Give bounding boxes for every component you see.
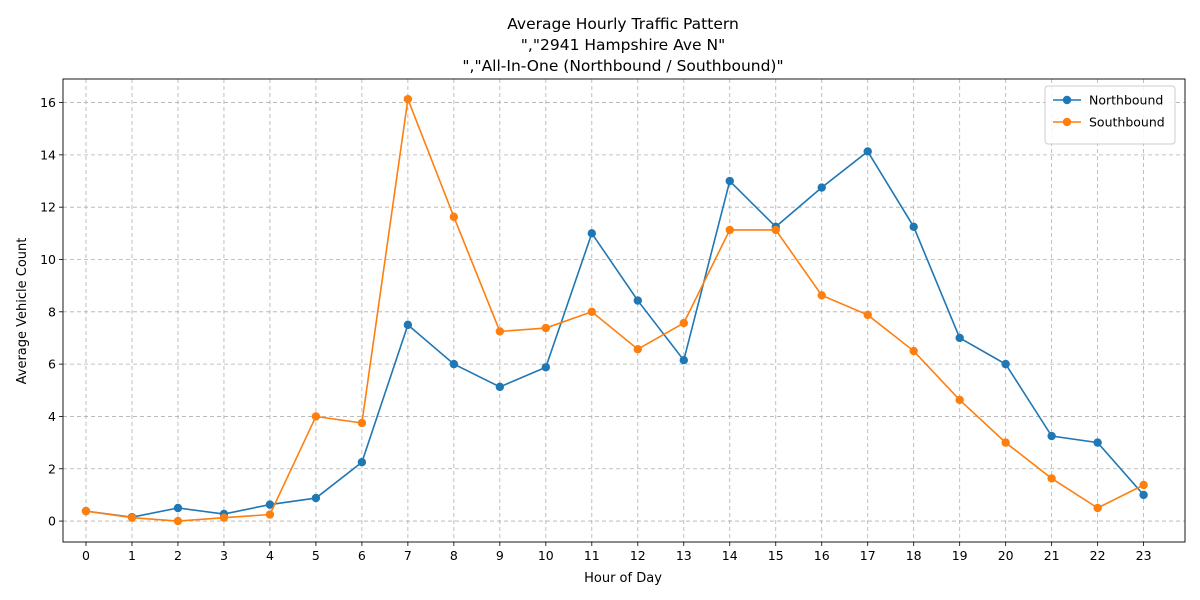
legend-marker-southbound (1062, 117, 1072, 127)
northbound-point (265, 500, 275, 509)
y-tick-label: 6 (48, 357, 56, 372)
chart-title-line-2: ","2941 Hampshire Ave N" (521, 36, 725, 54)
northbound-point (955, 333, 964, 343)
y-tick-label: 4 (48, 409, 56, 424)
southbound-point (495, 327, 505, 336)
x-tick-label: 22 (1090, 548, 1106, 563)
y-tick-label: 14 (40, 147, 56, 162)
southbound-point (127, 513, 137, 522)
southbound-point (403, 94, 413, 104)
northbound-point (587, 229, 597, 238)
x-tick-label: 21 (1044, 548, 1060, 563)
legend-label-southbound: Southbound (1089, 115, 1165, 130)
y-tick-label: 10 (40, 252, 56, 267)
x-tick-label: 2 (174, 548, 182, 563)
southbound-point (541, 323, 551, 333)
x-tick-label: 4 (266, 548, 274, 563)
x-tick-label: 0 (82, 548, 90, 563)
northbound-point (1093, 438, 1102, 447)
southbound-point (1047, 474, 1056, 483)
southbound-line (85, 96, 1144, 522)
southbound-point (173, 516, 183, 526)
southbound-point (771, 225, 780, 235)
x-tick-label: 12 (630, 548, 646, 563)
y-tick-label: 2 (48, 461, 56, 476)
northbound-point (725, 176, 734, 186)
x-tick-label: 20 (998, 548, 1014, 563)
northbound-point (403, 320, 413, 330)
chart-title: Average Hourly Traffic Pattern ","2941 H… (462, 15, 783, 75)
y-tick-label: 12 (40, 200, 56, 215)
southbound-point (81, 506, 91, 516)
y-axis-label: Average Vehicle Count (15, 238, 30, 385)
southbound-point (449, 212, 459, 222)
series-lines (81, 94, 1148, 526)
southbound-point (1139, 480, 1148, 490)
northbound-point (1139, 490, 1148, 500)
northbound-point (311, 493, 321, 503)
southbound-point (955, 395, 964, 405)
x-tick-label: 13 (676, 548, 692, 563)
northbound-point (173, 503, 183, 513)
northbound-point (1047, 431, 1056, 441)
northbound-line (85, 150, 1145, 518)
y-tick-label: 8 (48, 304, 56, 319)
northbound-point (909, 222, 918, 231)
chart-title-line-1: Average Hourly Traffic Pattern (507, 15, 739, 33)
southbound-point (1093, 503, 1102, 513)
x-tick-label: 5 (312, 548, 320, 563)
northbound-point (633, 296, 642, 305)
y-tick-label: 16 (40, 95, 56, 110)
southbound-point (909, 346, 918, 356)
southbound-point (265, 510, 275, 519)
northbound-point (1001, 359, 1010, 369)
southbound-point (357, 418, 367, 428)
x-tick-label: 23 (1136, 548, 1152, 563)
southbound-point (725, 225, 734, 235)
y-tick-label: 0 (48, 514, 56, 529)
southbound-point (679, 318, 688, 328)
x-tick-label: 8 (450, 548, 458, 563)
southbound-point (863, 310, 872, 320)
x-tick-label: 16 (814, 548, 830, 563)
grid-lines (63, 79, 1185, 542)
southbound-point (1001, 438, 1010, 447)
x-axis-label: Hour of Day (584, 571, 662, 586)
x-tick-label: 15 (768, 548, 784, 563)
northbound-point (863, 147, 872, 156)
x-tick-label: 3 (220, 548, 228, 563)
x-tick-label: 17 (860, 548, 876, 563)
chart-title-line-3: ","All-In-One (Northbound / Southbound)" (462, 57, 783, 75)
southbound-point (219, 513, 229, 522)
legend: Northbound Southbound (1044, 85, 1176, 145)
x-tick-label: 11 (584, 548, 600, 563)
x-tick-label: 14 (722, 548, 738, 563)
southbound-point (311, 412, 321, 421)
northbound-point (541, 363, 551, 372)
southbound-point (817, 291, 826, 300)
x-tick-label: 6 (358, 548, 366, 563)
legend-label-northbound: Northbound (1089, 93, 1163, 108)
x-tick-label: 19 (952, 548, 968, 563)
southbound-point (587, 307, 597, 317)
legend-marker-northbound (1062, 95, 1072, 105)
x-tick-label: 7 (404, 548, 412, 563)
x-tick-label: 10 (538, 548, 554, 563)
x-tick-label: 18 (906, 548, 922, 563)
southbound-point (633, 345, 642, 354)
northbound-point (357, 458, 367, 467)
x-tick-label: 1 (128, 548, 136, 563)
northbound-point (679, 356, 688, 365)
northbound-point (495, 382, 505, 392)
axes: 0 1 2 3 4 5 6 7 8 9 10 11 12 13 14 15 16 17 18 19 20 21 22 2302… (40, 78, 1186, 563)
x-tick-label: 9 (496, 548, 504, 563)
northbound-point (817, 183, 826, 192)
northbound-point (449, 359, 459, 369)
plot-frame (62, 78, 1186, 543)
